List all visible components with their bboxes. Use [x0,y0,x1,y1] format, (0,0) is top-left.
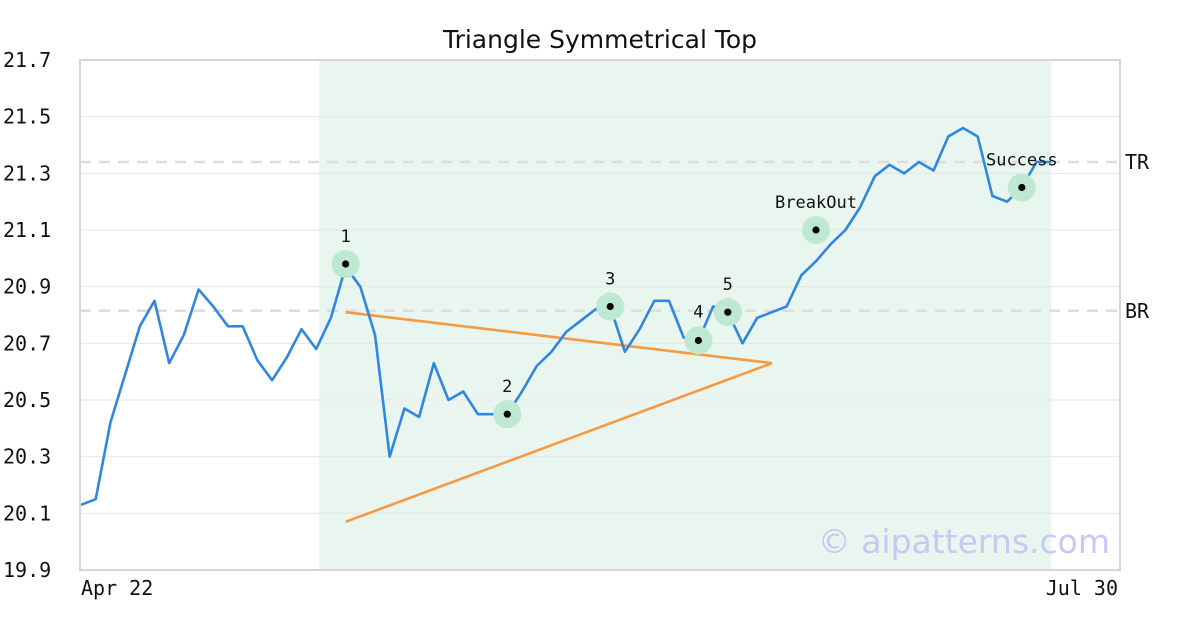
annotation-label: 1 [340,227,350,247]
x-tick-label: Apr 22 [81,576,153,600]
y-tick-label: 20.9 [3,275,51,299]
trendlines [345,310,773,524]
trendline-upper [345,310,773,365]
annotation-point [812,226,820,234]
annotation-label: Success [986,151,1058,171]
annotation-label: 2 [502,377,512,397]
y-tick-label: 20.3 [3,445,51,469]
trendline-lower [345,361,773,524]
annotation-point [606,302,614,311]
annotation-label: 5 [723,275,733,295]
annotation-point [503,410,511,418]
y-tick-label: 21.5 [3,105,51,129]
y-tick-label: 20.5 [3,388,51,412]
annotation-label: 3 [605,270,615,290]
y-tick-label: 20.1 [3,501,51,525]
x-tick-label: Jul 30 [1046,576,1118,600]
y-tick-label: 21.1 [3,218,51,242]
price-line [80,126,1052,507]
chart-title: Triangle Symmetrical Top [442,25,757,54]
annotation-point [694,336,703,345]
shaded-region [319,60,1052,570]
y-tick-label: 21.3 [3,161,51,185]
annotation-point [342,260,350,268]
y-tick-label: 20.7 [3,331,51,355]
y-tick-label: 21.7 [3,48,51,72]
x-axis-ticks: Apr 22 Jul 30 [81,576,1118,600]
annotation-label: 4 [693,303,703,323]
plot-frame [79,59,1121,571]
level-label: BR [1125,299,1150,323]
y-tick-label: 19.9 [3,558,51,582]
y-axis-ticks: 19.9 20.1 20.3 20.5 20.7 20.9 21.1 21.3 21.5 21.7 [3,48,51,582]
annotation-point [1018,183,1026,192]
annotations: 1 2 3 45 BreakOut Success [331,151,1058,429]
level-label: TR [1125,150,1150,174]
annotation-label: BreakOut [775,193,857,213]
watermark: © aipatterns.com [818,522,1110,561]
annotation-point [724,308,732,316]
